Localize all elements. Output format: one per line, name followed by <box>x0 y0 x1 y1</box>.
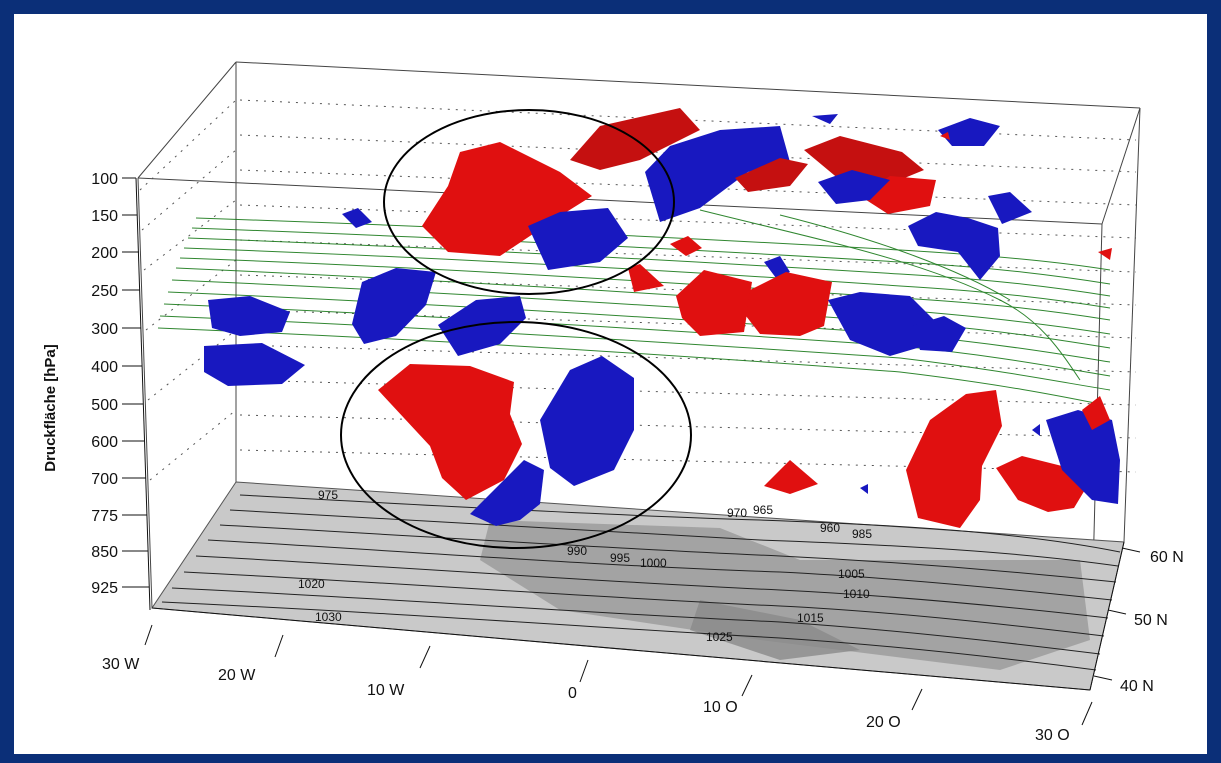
lower-highlight-ellipse <box>340 321 692 549</box>
negative-blob <box>818 170 890 204</box>
pressure-tick-label: 100 <box>91 171 118 188</box>
pressure-tick-label: 400 <box>91 359 118 376</box>
longitude-tick-label: 10 O <box>703 699 738 716</box>
negative-blob <box>1046 410 1120 504</box>
negative-blob <box>342 208 372 228</box>
pressure-tick-label: 700 <box>91 471 118 488</box>
isobar-label: 960 <box>820 521 840 535</box>
longitude-tick-label: 20 W <box>218 667 256 684</box>
negative-blob <box>645 126 790 222</box>
surface-map <box>151 481 1125 691</box>
negative-blob <box>860 484 868 494</box>
positive-blob <box>670 236 702 256</box>
pressure-ticks: 100 150 200 250 300 400 500 600 700 775 … <box>91 171 149 597</box>
negative-blob <box>764 256 790 278</box>
pressure-tick-label: 925 <box>91 580 118 597</box>
isobar-label: 965 <box>753 503 773 517</box>
pressure-axis <box>135 177 151 611</box>
negative-blob <box>540 356 634 486</box>
positive-blob <box>1082 396 1110 430</box>
positive-blob <box>422 142 592 256</box>
negative-blob <box>908 212 1000 280</box>
pressure-tick-label: 500 <box>91 397 118 414</box>
longitude-tick-label: 0 <box>568 685 577 702</box>
longitude-tick-label: 30 O <box>1035 727 1070 744</box>
pressure-tick-label: 250 <box>91 283 118 300</box>
isobar-label: 1015 <box>797 611 824 625</box>
negative-blob <box>208 296 290 336</box>
pressure-tick-label: 850 <box>91 544 118 561</box>
pressure-tick-label: 600 <box>91 434 118 451</box>
positive-blob <box>628 264 664 292</box>
latitude-tick-label: 60 N <box>1150 549 1184 566</box>
y-axis-label: Druckfläche [hPa] <box>42 344 59 472</box>
isobar-label: 1020 <box>298 577 325 591</box>
negative-blob <box>812 114 838 124</box>
isobar-label: 1010 <box>843 587 870 601</box>
isobar-label: 1000 <box>640 556 667 570</box>
pressure-tick-label: 775 <box>91 508 118 525</box>
positive-blob <box>676 270 752 336</box>
upper-highlight-ellipse <box>383 109 675 295</box>
negative-blob <box>352 268 436 344</box>
isobar-label: 985 <box>852 527 872 541</box>
pressure-tick-label: 300 <box>91 321 118 338</box>
negative-blob <box>204 343 305 386</box>
anomaly-blobs <box>204 108 1120 528</box>
negative-blob <box>470 460 544 526</box>
pressure-tick-label: 150 <box>91 208 118 225</box>
negative-blob <box>912 316 966 352</box>
longitude-tick-label: 20 O <box>866 714 901 731</box>
isobar-label: 970 <box>727 506 747 520</box>
isobar-label: 990 <box>567 544 587 558</box>
longitude-axis: 30 W 20 W 10 W 0 10 O 20 O 30 O <box>102 607 1093 744</box>
negative-blob <box>988 192 1032 224</box>
negative-blob <box>1032 424 1040 436</box>
isobar-label: 995 <box>610 551 630 565</box>
highlight-ellipses <box>340 109 692 549</box>
positive-blob <box>940 132 950 140</box>
positive-blob <box>764 460 818 494</box>
positive-blob <box>1098 248 1112 260</box>
positive-blob <box>378 364 522 500</box>
isobar-label: 1030 <box>315 610 342 624</box>
latitude-tick-label: 50 N <box>1134 612 1168 629</box>
isobar-labels: 975 970 965 960 985 990 995 1000 1005 10… <box>298 488 872 644</box>
negative-blob <box>828 292 934 356</box>
longitude-tick-label: 10 W <box>367 682 405 699</box>
negative-blob <box>438 296 526 356</box>
isobar-label: 1025 <box>706 630 733 644</box>
isobar-label: 975 <box>318 488 338 502</box>
negative-blob <box>938 118 1000 146</box>
latitude-tick-label: 40 N <box>1120 678 1154 695</box>
positive-blob <box>735 158 808 192</box>
isobar-label: 1005 <box>838 567 865 581</box>
positive-blob <box>804 136 924 188</box>
longitude-tick-label: 30 W <box>102 656 140 673</box>
latitude-axis: 60 N 50 N 40 N <box>1089 541 1184 695</box>
positive-blob <box>746 272 832 336</box>
pressure-tick-label: 200 <box>91 245 118 262</box>
negative-blob <box>528 208 628 270</box>
positive-blob <box>906 390 1002 528</box>
